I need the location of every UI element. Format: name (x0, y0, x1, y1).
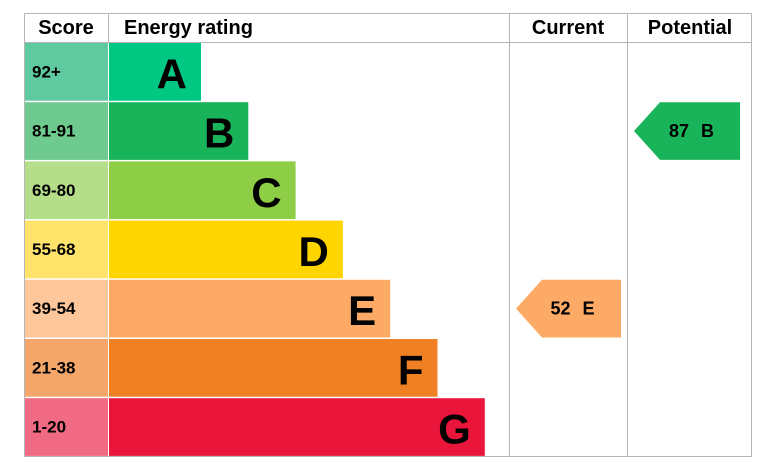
table-grid (24, 13, 752, 457)
header-energy-rating: Energy rating (124, 17, 253, 39)
header-score: Score (38, 17, 94, 39)
score-cell (25, 220, 108, 279)
potential-rating: B (701, 121, 714, 141)
potential-score: 87 (669, 121, 689, 141)
current-score: 52 (550, 299, 570, 319)
rating-letter: F (398, 346, 424, 393)
score-range: 39-54 (32, 299, 76, 318)
rating-bar (109, 220, 343, 279)
score-range: 69-80 (32, 181, 75, 200)
header-potential: Potential (648, 17, 732, 39)
score-cell (25, 339, 108, 397)
score-range: 81-91 (32, 122, 75, 141)
current-arrow (516, 279, 621, 338)
score-cell (25, 102, 108, 160)
score-range: 92+ (32, 62, 61, 81)
rating-bar (109, 339, 438, 397)
table-border (24, 13, 752, 457)
rating-bar (109, 398, 485, 456)
rating-bar (109, 279, 391, 338)
score-cell (25, 43, 108, 101)
score-range: 21-38 (32, 358, 75, 377)
rating-letter: G (438, 406, 471, 453)
score-cell (25, 398, 108, 456)
rating-bar (109, 102, 249, 160)
potential-arrow (634, 102, 740, 160)
rating-letter: C (251, 169, 281, 216)
rating-letter: D (299, 228, 329, 275)
current-rating: E (583, 299, 595, 319)
header-current: Current (532, 17, 605, 39)
rating-bar (109, 43, 201, 101)
rating-letter: A (157, 50, 187, 97)
score-cell (25, 161, 108, 220)
rating-letter: B (204, 110, 234, 157)
rating-bar (109, 161, 296, 220)
score-range: 55-68 (32, 240, 75, 259)
rating-letter: E (348, 287, 376, 334)
score-range: 1-20 (32, 418, 66, 437)
score-cell (25, 279, 108, 338)
